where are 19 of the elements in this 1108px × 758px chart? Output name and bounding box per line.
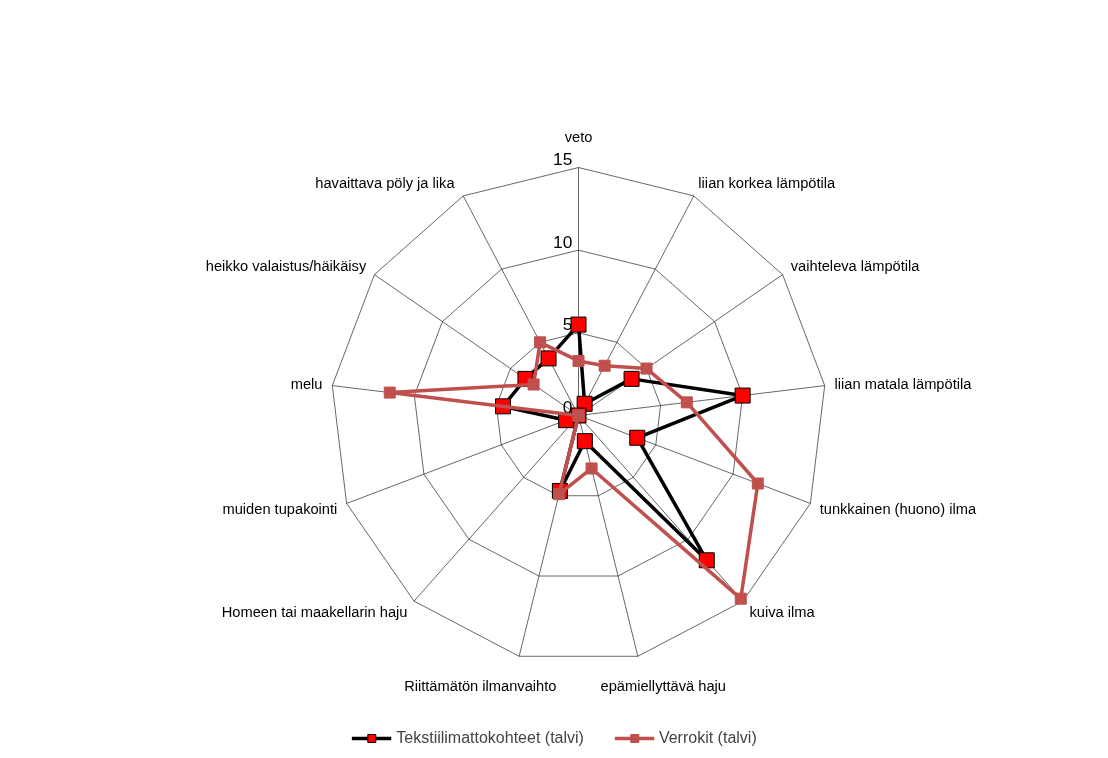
spoke-label: Homeen tai maakellarin haju bbox=[221, 604, 408, 621]
spoke-label: veto bbox=[564, 129, 593, 146]
spoke-label: muiden tupakointi bbox=[222, 500, 338, 517]
spoke-label: kuiva ilma bbox=[749, 604, 816, 621]
spoke-label: epämiellyttävä haju bbox=[600, 677, 727, 694]
spoke-label: havaittava pöly ja lika bbox=[315, 174, 456, 191]
spoke-label: liian matala lämpötila bbox=[834, 375, 973, 392]
spoke-label: melu bbox=[290, 375, 323, 392]
y-tick-label: 10 bbox=[553, 231, 573, 252]
spoke-label: heikko valaistus/häikäisy bbox=[205, 258, 367, 275]
spoke-label: Riittämätön ilmanvaihto bbox=[404, 677, 557, 694]
spoke-label: liian korkea lämpötila bbox=[698, 174, 837, 191]
y-tick-label: 5 bbox=[562, 314, 573, 335]
spoke-label: vaihteleva lämpötila bbox=[790, 258, 921, 275]
legend-label: Tekstiilimattokohteet (talvi) bbox=[396, 729, 584, 747]
spoke-label: tunkkainen (huono) ilma bbox=[819, 500, 977, 517]
y-tick-label: 0 bbox=[562, 397, 573, 418]
legend-label: Verrokit (talvi) bbox=[658, 729, 757, 747]
y-tick-label: 15 bbox=[553, 149, 573, 170]
